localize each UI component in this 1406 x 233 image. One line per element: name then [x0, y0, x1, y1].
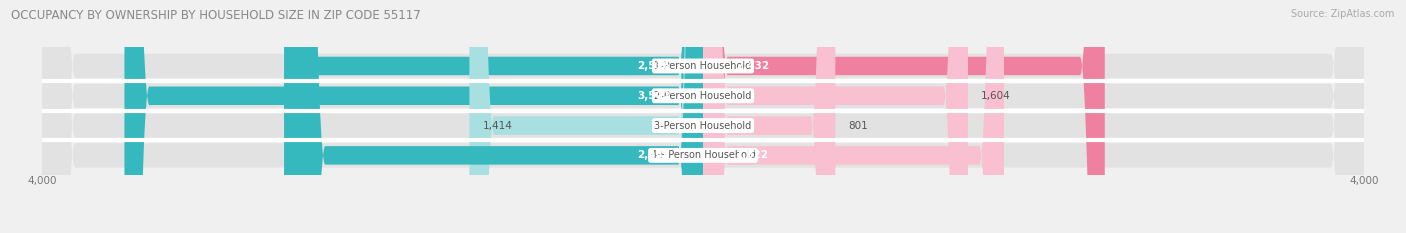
Legend: Owner-occupied, Renter-occupied: Owner-occupied, Renter-occupied — [593, 231, 813, 233]
Text: 4+ Person Household: 4+ Person Household — [651, 150, 755, 160]
Text: 1,822: 1,822 — [737, 150, 769, 160]
Text: 2,432: 2,432 — [737, 61, 769, 71]
Text: 3,502: 3,502 — [637, 91, 669, 101]
Text: 2,437: 2,437 — [637, 150, 669, 160]
Text: 3-Person Household: 3-Person Household — [654, 120, 752, 130]
FancyBboxPatch shape — [470, 0, 703, 233]
FancyBboxPatch shape — [703, 0, 967, 233]
Text: 1,414: 1,414 — [482, 120, 513, 130]
FancyBboxPatch shape — [125, 0, 703, 233]
FancyBboxPatch shape — [42, 0, 1364, 233]
Text: 2,536: 2,536 — [637, 61, 669, 71]
FancyBboxPatch shape — [703, 0, 1004, 233]
Text: 1,604: 1,604 — [981, 91, 1011, 101]
FancyBboxPatch shape — [42, 0, 1364, 233]
Text: 1-Person Household: 1-Person Household — [654, 61, 752, 71]
Text: OCCUPANCY BY OWNERSHIP BY HOUSEHOLD SIZE IN ZIP CODE 55117: OCCUPANCY BY OWNERSHIP BY HOUSEHOLD SIZE… — [11, 9, 420, 22]
FancyBboxPatch shape — [42, 0, 1364, 233]
Text: 801: 801 — [849, 120, 869, 130]
Text: 2-Person Household: 2-Person Household — [654, 91, 752, 101]
Text: Source: ZipAtlas.com: Source: ZipAtlas.com — [1291, 9, 1395, 19]
FancyBboxPatch shape — [703, 0, 835, 233]
FancyBboxPatch shape — [301, 0, 703, 233]
FancyBboxPatch shape — [42, 0, 1364, 233]
FancyBboxPatch shape — [703, 0, 1105, 233]
FancyBboxPatch shape — [284, 0, 703, 233]
